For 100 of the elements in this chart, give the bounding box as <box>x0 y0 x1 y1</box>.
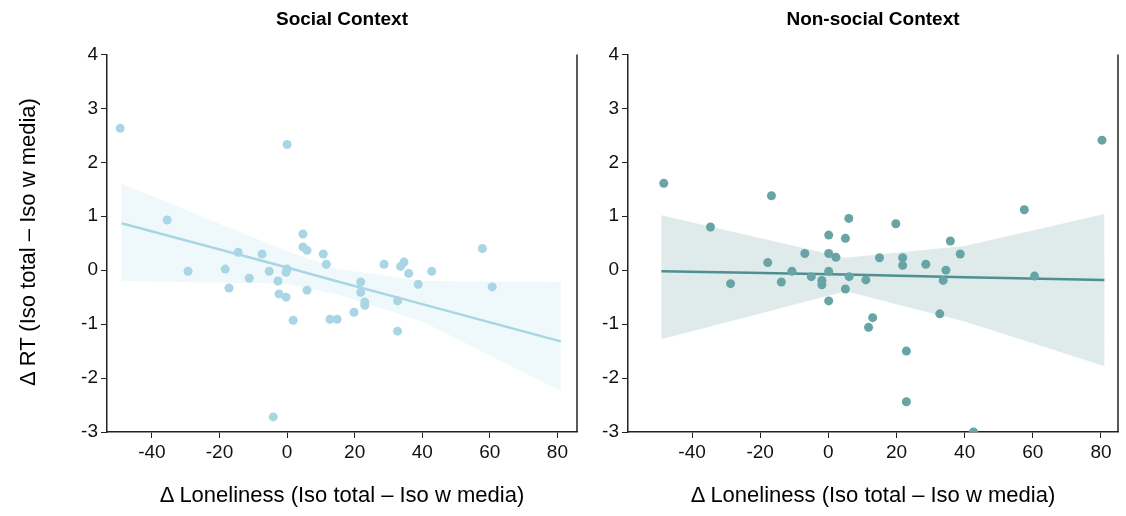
x-tick-label: 40 <box>411 440 433 462</box>
chart-title: Social Context <box>275 8 409 30</box>
y-tick-label: 2 <box>608 150 619 172</box>
point <box>413 279 423 289</box>
point <box>659 178 669 188</box>
y-tick-label: -1 <box>602 312 619 334</box>
point <box>806 272 816 282</box>
point <box>955 249 965 259</box>
y-tick-label: 4 <box>87 42 99 64</box>
x-tick-label: 80 <box>546 440 568 462</box>
point <box>898 253 908 263</box>
point <box>1019 205 1029 215</box>
x-tick-label: 0 <box>281 440 293 462</box>
y-tick-label: 3 <box>87 96 98 118</box>
point <box>824 296 834 306</box>
x-axis-title: Δ Loneliness (Iso total – Iso w media) <box>158 482 526 508</box>
point <box>840 284 850 294</box>
point <box>281 292 291 302</box>
point <box>891 219 901 229</box>
point <box>898 260 908 270</box>
point <box>941 265 951 275</box>
point <box>349 307 359 317</box>
point <box>220 264 230 274</box>
point <box>766 191 776 201</box>
point <box>844 213 854 223</box>
point <box>302 285 312 295</box>
x-tick-label: 60 <box>1022 440 1044 462</box>
y-tick-label: 4 <box>608 42 620 64</box>
point <box>321 259 331 269</box>
point <box>282 139 292 149</box>
point <box>935 309 945 319</box>
point <box>257 249 267 259</box>
point <box>244 273 254 283</box>
x-tick-label: 60 <box>479 440 501 462</box>
point <box>318 249 328 259</box>
point <box>787 266 797 276</box>
point <box>776 277 786 287</box>
point <box>399 257 409 267</box>
x-tick-label: -40 <box>138 440 166 462</box>
point <box>864 322 874 332</box>
point <box>288 315 298 325</box>
chart-title: Non-social Context <box>785 8 961 30</box>
point <box>162 215 172 225</box>
point <box>840 233 850 243</box>
y-tick-label: -3 <box>81 420 98 442</box>
point <box>183 266 193 276</box>
point <box>298 229 308 239</box>
y-tick-label: 2 <box>87 150 98 172</box>
point <box>427 266 437 276</box>
point <box>268 412 278 422</box>
point <box>264 266 274 276</box>
x-tick-label: 40 <box>954 440 976 462</box>
point <box>233 247 243 257</box>
x-tick-label: 20 <box>885 440 908 462</box>
point <box>824 230 834 240</box>
point <box>705 222 715 232</box>
point <box>874 253 884 263</box>
x-tick-label: -20 <box>746 440 774 462</box>
y-tick-label: 1 <box>87 204 98 226</box>
x-tick-label: -40 <box>678 440 706 462</box>
point <box>901 346 911 356</box>
x-tick-label: -20 <box>205 440 234 462</box>
point <box>302 245 312 255</box>
point <box>763 258 773 268</box>
y-axis-title: Δ RT (Iso total – Iso w media) <box>15 97 41 388</box>
point <box>945 236 955 246</box>
point <box>861 275 871 285</box>
y-tick-label: -1 <box>81 312 98 334</box>
point <box>356 277 366 287</box>
point <box>332 314 342 324</box>
point <box>274 289 284 299</box>
y-tick-label: 1 <box>608 204 619 226</box>
y-tick-label: 0 <box>87 258 98 280</box>
y-tick-label: -2 <box>81 366 98 388</box>
point <box>379 259 389 269</box>
point <box>938 275 948 285</box>
point <box>844 272 854 282</box>
point <box>726 279 736 289</box>
point <box>800 248 810 258</box>
point <box>393 326 403 336</box>
point <box>404 268 414 278</box>
y-tick-label: -2 <box>602 366 619 388</box>
point <box>487 282 497 292</box>
y-tick-label: 3 <box>608 96 619 118</box>
y-tick-label: -3 <box>602 420 619 442</box>
point <box>356 287 366 297</box>
point <box>1030 271 1040 281</box>
point <box>224 283 234 293</box>
x-axis-title: Δ Loneliness (Iso total – Iso w media) <box>689 482 1057 508</box>
point <box>824 266 834 276</box>
point <box>273 276 283 286</box>
point <box>115 123 125 133</box>
point <box>477 244 487 254</box>
point <box>921 259 931 269</box>
x-tick-label: 0 <box>823 440 834 462</box>
point <box>824 248 834 258</box>
point <box>831 252 841 262</box>
point <box>1097 135 1107 145</box>
x-tick-label: 20 <box>344 440 366 462</box>
y-tick-label: 0 <box>608 258 619 280</box>
